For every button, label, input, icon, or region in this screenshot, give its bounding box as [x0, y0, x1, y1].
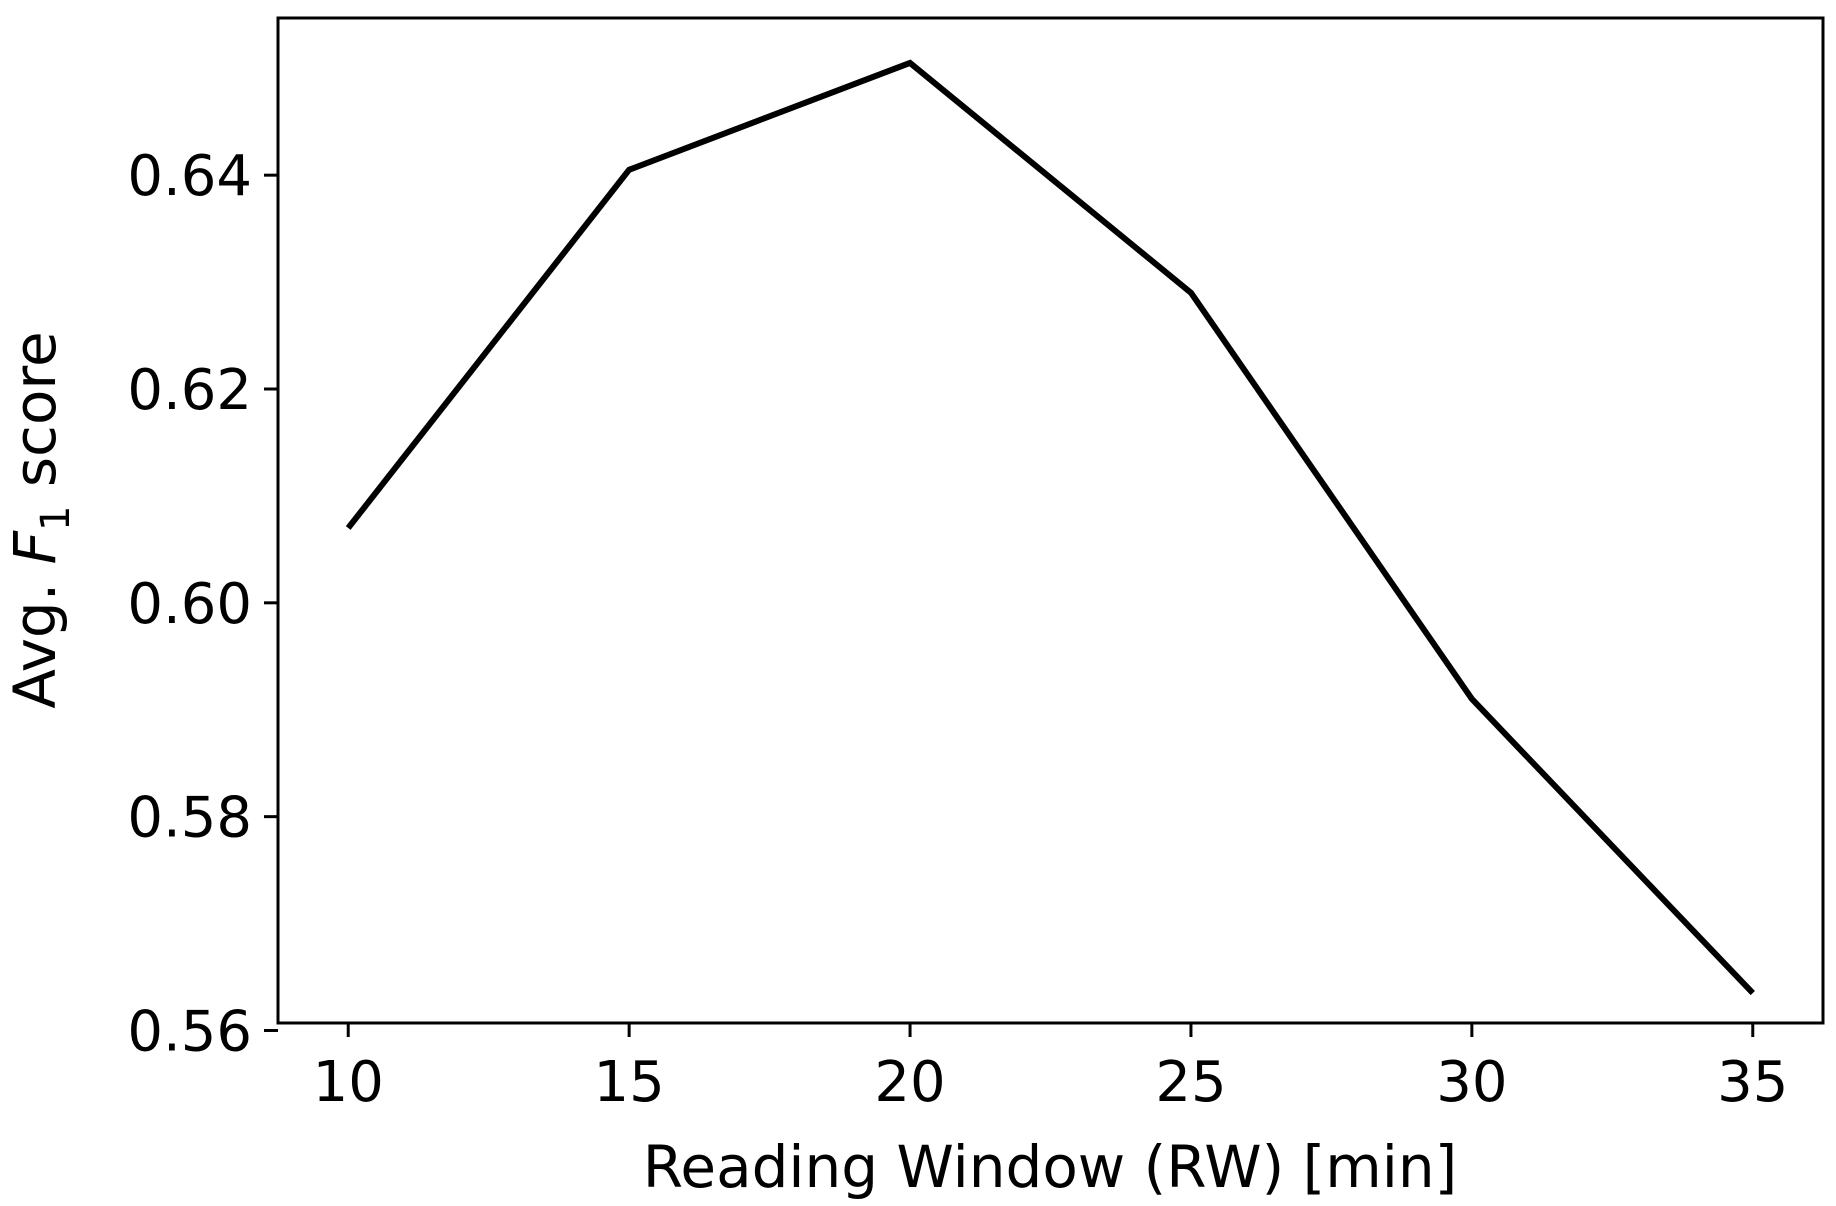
y-tick-label: 0.62: [127, 358, 252, 423]
x-tick-label: 20: [874, 1050, 945, 1115]
y-tick-label: 0.58: [127, 786, 252, 851]
y-tick-label: 0.64: [127, 144, 252, 209]
y-axis-label-suffix: score: [1, 331, 69, 505]
y-axis-label-subscript: 1: [33, 506, 79, 531]
plot-frame: [276, 16, 1825, 1025]
y-tick-label: 0.60: [127, 572, 252, 637]
x-tick-label: 35: [1717, 1050, 1788, 1115]
x-tick-label: 25: [1155, 1050, 1226, 1115]
y-tick-label: 0.56: [127, 999, 252, 1064]
series-line: [345, 59, 1755, 996]
x-axis-label: Reading Window (RW) [min]: [643, 1133, 1458, 1201]
x-tick-label: 30: [1436, 1050, 1507, 1115]
x-tick-label: 10: [313, 1050, 384, 1115]
x-axis-ticks: 10 15 20 25 30 35: [313, 1023, 1788, 1115]
y-axis-label: Avg. F1 score: [1, 331, 79, 708]
y-axis-ticks: 0.56 0.58 0.60 0.62 0.64: [127, 144, 278, 1064]
y-axis-label-symbol: F: [1, 529, 69, 564]
x-tick-label: 15: [594, 1050, 665, 1115]
y-axis-label-prefix: Avg.: [1, 564, 69, 708]
